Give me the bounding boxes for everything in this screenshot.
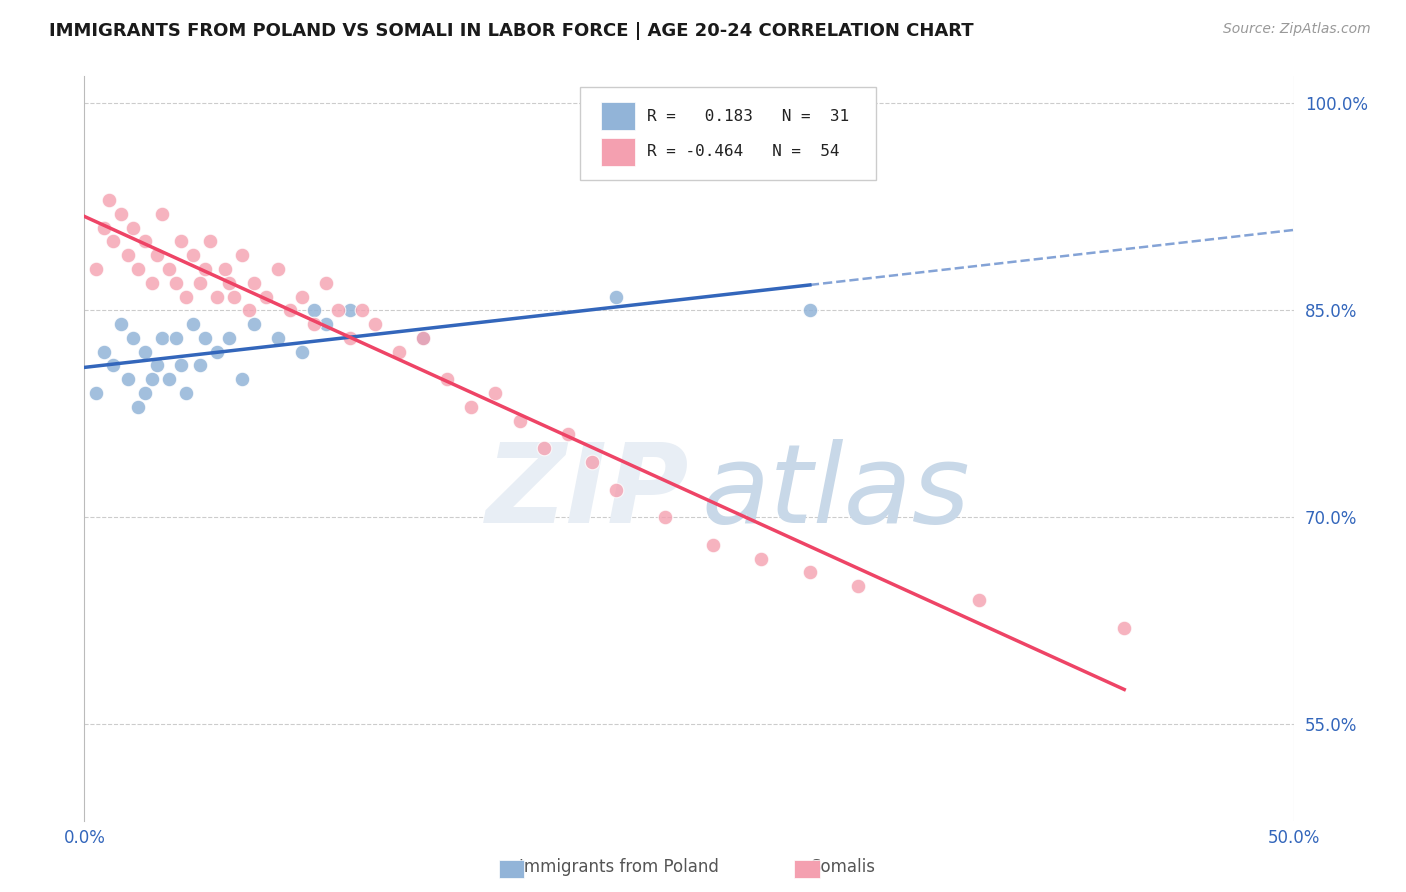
Text: Source: ZipAtlas.com: Source: ZipAtlas.com [1223,22,1371,37]
Point [654,510,676,524]
Point [174,289,197,303]
Point [181,317,204,331]
Point [141,276,163,290]
Point [363,317,385,331]
Point [460,400,482,414]
Point [278,303,301,318]
Point [242,317,264,331]
Point [110,317,132,331]
Point [170,359,193,373]
Point [339,331,361,345]
Point [315,276,337,290]
Point [267,331,290,345]
Point [165,276,187,290]
Point [194,331,217,345]
Point [110,207,132,221]
Point [436,372,458,386]
Point [484,386,506,401]
Text: R = -0.464   N =  54: R = -0.464 N = 54 [647,145,839,160]
Point [157,372,180,386]
Point [93,220,115,235]
Point [799,303,821,318]
Bar [600,137,634,166]
Point [242,276,264,290]
Point [146,248,169,262]
Point [214,261,236,276]
Point [117,248,139,262]
Text: Immigrants from Poland: Immigrants from Poland [519,858,718,876]
Point [134,344,156,359]
Point [557,427,579,442]
Point [412,331,434,345]
Point [1114,621,1136,635]
Point [291,289,314,303]
Point [207,289,229,303]
Text: R =   0.183   N =  31: R = 0.183 N = 31 [647,109,849,123]
Text: ZIP: ZIP [485,440,689,547]
Point [238,303,260,318]
Point [352,303,374,318]
Text: IMMIGRANTS FROM POLAND VS SOMALI IN LABOR FORCE | AGE 20-24 CORRELATION CHART: IMMIGRANTS FROM POLAND VS SOMALI IN LABO… [49,22,974,40]
Point [339,303,361,318]
Point [967,593,990,607]
Point [150,331,173,345]
Point [134,386,156,401]
Point [190,276,212,290]
Point [121,331,143,345]
Point [328,303,350,318]
Point [581,455,603,469]
Point [86,386,108,401]
Point [412,331,434,345]
Point [231,248,253,262]
Point [605,483,627,497]
Point [231,372,253,386]
Point [846,579,869,593]
Point [165,331,187,345]
FancyBboxPatch shape [581,87,876,180]
Text: atlas: atlas [702,440,970,547]
Point [218,331,240,345]
Bar [600,102,634,130]
Point [86,261,108,276]
Point [302,317,325,331]
Point [103,235,125,249]
Point [315,317,337,331]
Point [605,289,627,303]
Point [224,289,246,303]
Point [218,276,240,290]
Point [97,193,120,207]
Point [702,538,724,552]
Point [127,261,149,276]
Point [198,235,221,249]
Point [157,261,180,276]
Point [291,344,314,359]
Point [207,344,229,359]
Point [134,235,156,249]
Point [254,289,277,303]
Point [267,261,290,276]
Point [388,344,411,359]
Point [150,207,173,221]
Point [103,359,125,373]
Point [170,235,193,249]
Point [533,442,555,455]
Point [121,220,143,235]
Point [174,386,197,401]
Text: Somalis: Somalis [811,858,876,876]
Point [181,248,204,262]
Point [799,566,821,580]
Point [509,414,531,428]
Point [194,261,217,276]
Point [302,303,325,318]
Point [146,359,169,373]
Point [117,372,139,386]
Point [93,344,115,359]
Point [127,400,149,414]
Point [190,359,212,373]
Point [141,372,163,386]
Point [751,551,773,566]
Y-axis label: In Labor Force | Age 20-24: In Labor Force | Age 20-24 [0,339,8,558]
